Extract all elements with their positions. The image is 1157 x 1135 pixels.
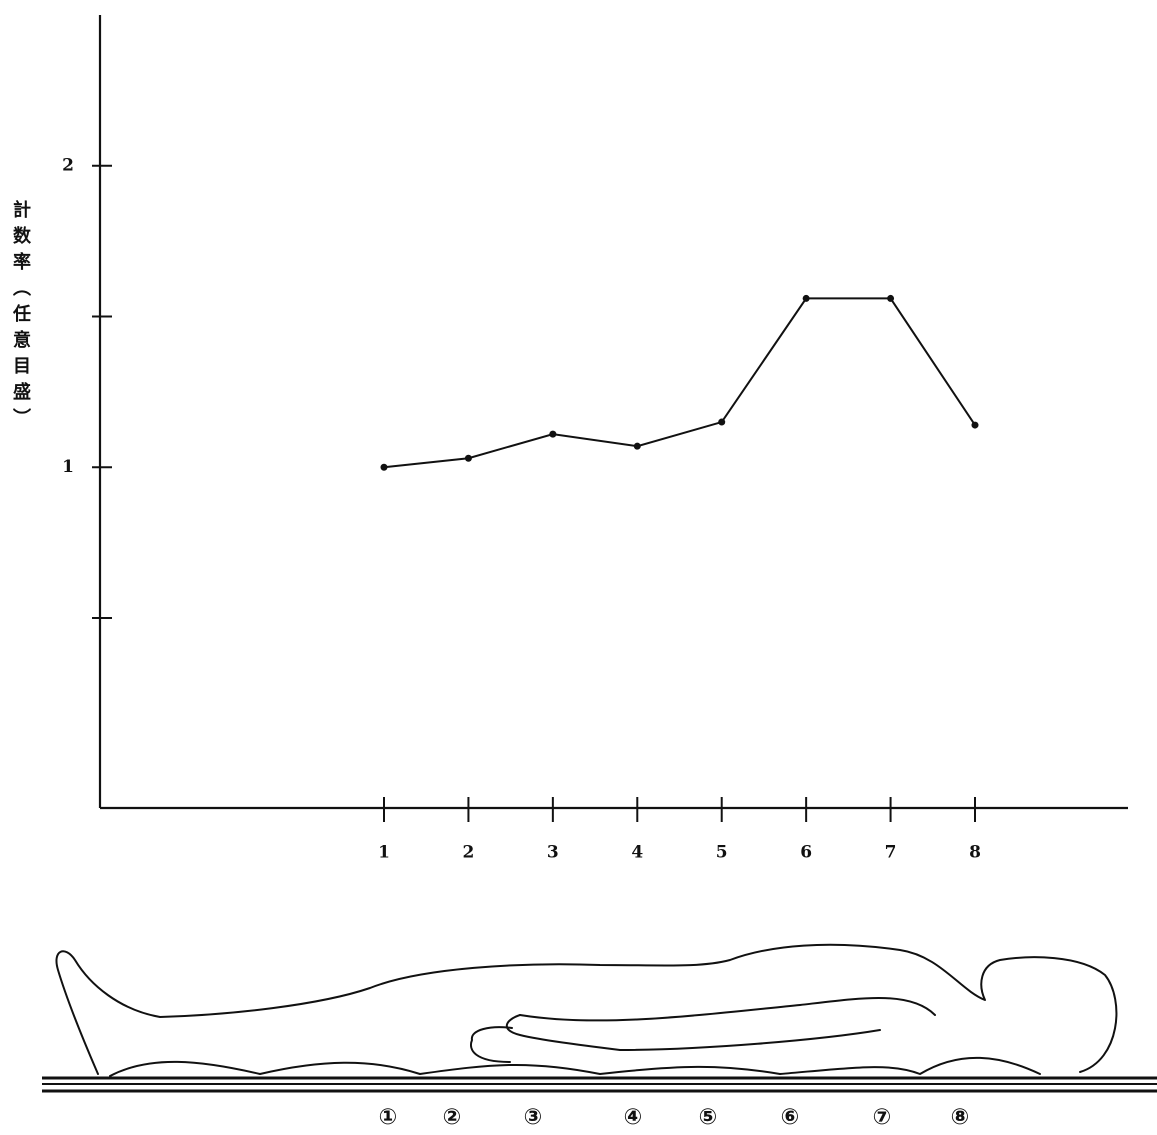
position-marker: ⑤ [699,1105,718,1130]
x-tick-label: 8 [969,843,981,863]
position-marker: ④ [624,1105,643,1130]
y-axis-label: 計数率（任意目盛） [10,199,32,434]
point [380,463,388,471]
line [383,297,976,469]
x-tick-label: 7 [885,843,897,863]
x-tick-label: 5 [716,843,728,863]
point [549,430,557,438]
position-marker: ⑥ [781,1105,800,1130]
position-marker: ③ [524,1105,543,1130]
point [971,421,979,429]
x-tick-label: 3 [547,843,559,863]
position-marker: ② [443,1105,462,1130]
x-tick-label: 6 [800,843,812,863]
position-marker: ⑦ [873,1105,892,1130]
x-tick-label: 1 [378,843,390,863]
point [887,294,895,302]
y-tick-label: 1 [62,457,74,477]
point [802,294,810,302]
point [633,442,641,450]
position-marker: ⑧ [951,1105,970,1130]
y-tick-label: 2 [62,155,74,175]
body-illustration [42,943,1157,1093]
x-tick-label: 2 [463,843,475,863]
position-marker: ① [379,1105,398,1130]
point [718,418,726,426]
x-tick-label: 4 [631,843,643,863]
point [464,454,472,462]
